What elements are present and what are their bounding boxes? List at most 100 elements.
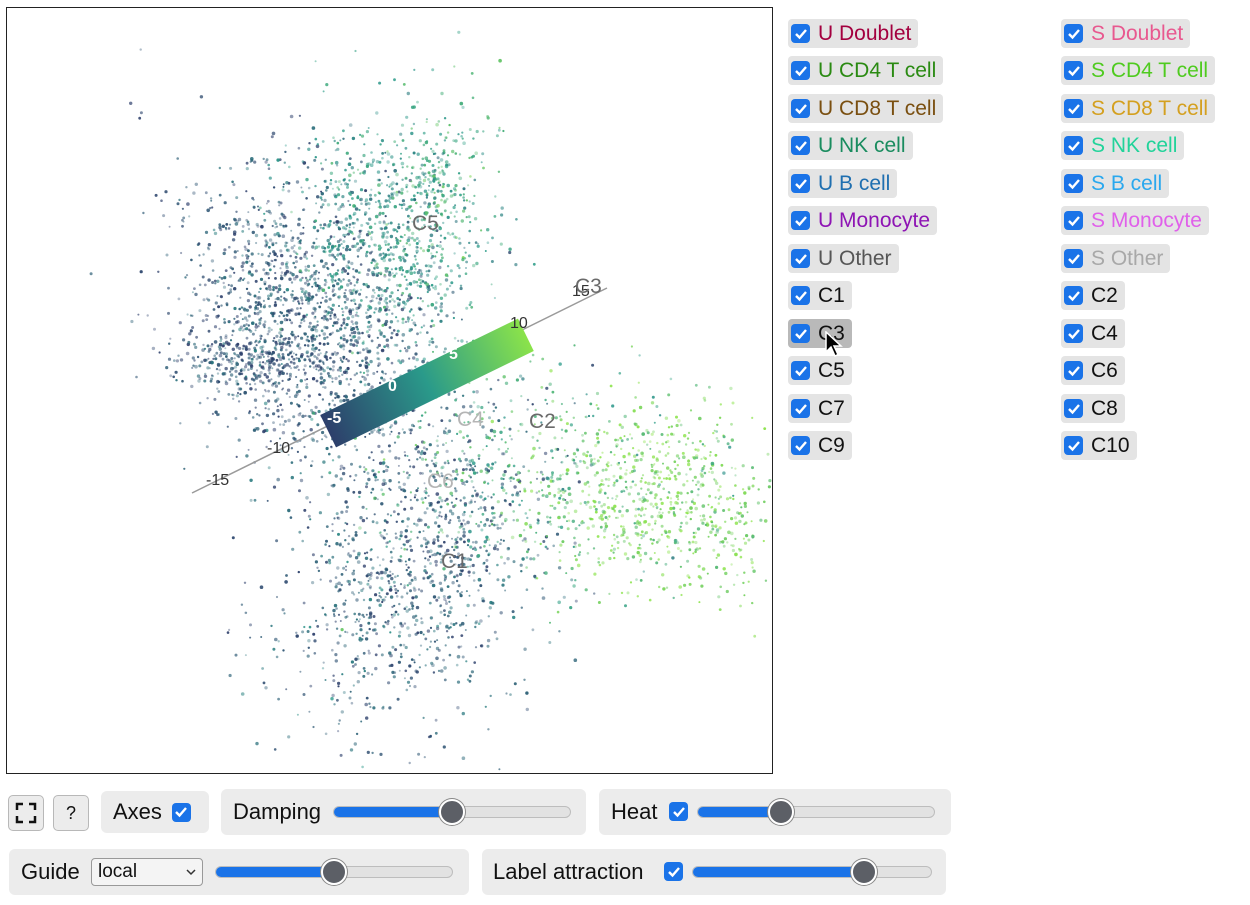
help-label: ? bbox=[65, 802, 76, 823]
legend-item-u-monocyte[interactable]: U Monocyte bbox=[788, 206, 938, 235]
fullscreen-button[interactable] bbox=[8, 795, 44, 831]
guide-slider-thumb[interactable] bbox=[321, 859, 347, 885]
legend-label: U NK cell bbox=[818, 133, 906, 157]
cluster-label: C5 bbox=[412, 212, 439, 235]
chevron-down-icon bbox=[186, 869, 196, 876]
legend-checkbox[interactable] bbox=[1064, 399, 1083, 418]
axis-tick-label: -15 bbox=[206, 472, 229, 489]
heat-label: Heat bbox=[611, 799, 658, 824]
check-icon bbox=[1067, 215, 1080, 226]
legend-checkbox[interactable] bbox=[791, 61, 810, 80]
legend-checkbox[interactable] bbox=[1064, 211, 1083, 230]
check-icon bbox=[672, 806, 685, 817]
legend-item-c5[interactable]: C5 bbox=[788, 356, 852, 385]
damping-label: Damping bbox=[233, 799, 322, 824]
legend-checkbox[interactable] bbox=[791, 324, 810, 343]
check-icon bbox=[175, 807, 188, 818]
legend-label: C7 bbox=[818, 396, 845, 420]
colorbar-gradient bbox=[320, 318, 534, 448]
guide-slider-fill bbox=[216, 867, 334, 877]
legend-checkbox[interactable] bbox=[791, 436, 810, 455]
help-button[interactable]: ? bbox=[53, 795, 89, 831]
legend-item-s-other[interactable]: S Other bbox=[1061, 244, 1171, 273]
guide-slider[interactable] bbox=[215, 859, 453, 885]
check-icon bbox=[794, 328, 807, 339]
cluster-label: C2 bbox=[529, 410, 556, 433]
legend-item-c7[interactable]: C7 bbox=[788, 394, 852, 423]
check-icon bbox=[1067, 178, 1080, 189]
legend-item-u-doublet[interactable]: U Doublet bbox=[788, 19, 919, 48]
legend-checkbox[interactable] bbox=[791, 24, 810, 43]
legend-checkbox[interactable] bbox=[1064, 286, 1083, 305]
check-icon bbox=[1067, 403, 1080, 414]
legend-checkbox[interactable] bbox=[1064, 249, 1083, 268]
legend-item-s-nk-cell[interactable]: S NK cell bbox=[1061, 131, 1185, 160]
heat-slider-thumb[interactable] bbox=[767, 799, 794, 825]
legend-label: S CD4 T cell bbox=[1091, 58, 1209, 82]
legend-checkbox[interactable] bbox=[1064, 61, 1083, 80]
legend-item-u-nk-cell[interactable]: U NK cell bbox=[788, 131, 913, 160]
guide-select-value: local bbox=[98, 861, 138, 882]
legend-item-u-cd4-t-cell[interactable]: U CD4 T cell bbox=[788, 56, 944, 85]
legend-checkbox[interactable] bbox=[1064, 324, 1083, 343]
legend-label: C2 bbox=[1091, 283, 1118, 307]
mouse-cursor-icon bbox=[825, 331, 843, 358]
legend-checkbox[interactable] bbox=[791, 211, 810, 230]
legend-label: C6 bbox=[1091, 358, 1118, 382]
legend-item-c8[interactable]: C8 bbox=[1061, 394, 1125, 423]
legend-item-s-doublet[interactable]: S Doublet bbox=[1061, 19, 1191, 48]
axis-ticks: -15 -10 -5 0 5 10 15 bbox=[206, 283, 590, 489]
legend-item-c4[interactable]: C4 bbox=[1061, 319, 1125, 348]
heat-slider[interactable] bbox=[697, 799, 935, 825]
axes-control: Axes bbox=[101, 791, 209, 833]
damping-slider[interactable] bbox=[333, 799, 571, 825]
legend-item-u-b-cell[interactable]: U B cell bbox=[788, 169, 898, 198]
fullscreen-icon bbox=[15, 802, 37, 824]
damping-slider-thumb[interactable] bbox=[439, 799, 465, 825]
legend-item-c1[interactable]: C1 bbox=[788, 281, 852, 310]
legend-item-c9[interactable]: C9 bbox=[788, 431, 852, 460]
check-icon bbox=[1067, 365, 1080, 376]
scatter-plot-svg[interactable]: -15 -10 -5 0 5 10 15 C1 C2 C3 C4 C5 C6 bbox=[7, 8, 772, 773]
check-icon bbox=[794, 140, 807, 151]
legend-checkbox[interactable] bbox=[1064, 24, 1083, 43]
damping-control: Damping bbox=[221, 789, 586, 835]
legend-item-c2[interactable]: C2 bbox=[1061, 281, 1125, 310]
legend-item-u-cd8-t-cell[interactable]: U CD8 T cell bbox=[788, 94, 944, 123]
legend-checkbox[interactable] bbox=[791, 174, 810, 193]
legend-checkbox[interactable] bbox=[1064, 99, 1083, 118]
legend-checkbox[interactable] bbox=[1064, 436, 1083, 455]
guide-select[interactable]: local bbox=[91, 858, 203, 886]
check-icon bbox=[794, 65, 807, 76]
axes-checkbox[interactable] bbox=[171, 802, 191, 822]
axis-tick-label: 15 bbox=[572, 283, 590, 300]
label-attraction-slider[interactable] bbox=[692, 859, 932, 885]
legend-item-s-cd8-t-cell[interactable]: S CD8 T cell bbox=[1061, 94, 1216, 123]
legend-checkbox[interactable] bbox=[791, 99, 810, 118]
legend-checkbox[interactable] bbox=[791, 286, 810, 305]
check-icon bbox=[794, 215, 807, 226]
legend-checkbox[interactable] bbox=[1064, 174, 1083, 193]
legend-item-c10[interactable]: C10 bbox=[1061, 431, 1137, 460]
label-attraction-checkbox[interactable] bbox=[664, 862, 683, 881]
legend-checkbox[interactable] bbox=[1064, 361, 1083, 380]
legend-item-s-monocyte[interactable]: S Monocyte bbox=[1061, 206, 1209, 235]
legend-item-s-b-cell[interactable]: S B cell bbox=[1061, 169, 1170, 198]
legend-item-c3[interactable]: C3 bbox=[788, 319, 852, 348]
legend-checkbox[interactable] bbox=[791, 361, 810, 380]
legend-item-s-cd4-t-cell[interactable]: S CD4 T cell bbox=[1061, 56, 1216, 85]
legend-label: U B cell bbox=[818, 171, 891, 195]
legend-checkbox[interactable] bbox=[791, 399, 810, 418]
axis-tick-label: -10 bbox=[267, 440, 290, 457]
check-icon bbox=[794, 403, 807, 414]
label-attraction-slider-thumb[interactable] bbox=[851, 859, 878, 885]
legend-checkbox[interactable] bbox=[791, 136, 810, 155]
legend-checkbox[interactable] bbox=[1064, 136, 1083, 155]
legend-checkbox[interactable] bbox=[791, 249, 810, 268]
heat-checkbox[interactable] bbox=[669, 802, 688, 821]
legend-label: S Other bbox=[1091, 246, 1164, 270]
legend-item-c6[interactable]: C6 bbox=[1061, 356, 1125, 385]
legend-item-u-other[interactable]: U Other bbox=[788, 244, 899, 273]
scatter-plot-canvas[interactable]: -15 -10 -5 0 5 10 15 C1 C2 C3 C4 C5 C6 bbox=[6, 7, 773, 774]
legend-label: C4 bbox=[1091, 321, 1118, 345]
